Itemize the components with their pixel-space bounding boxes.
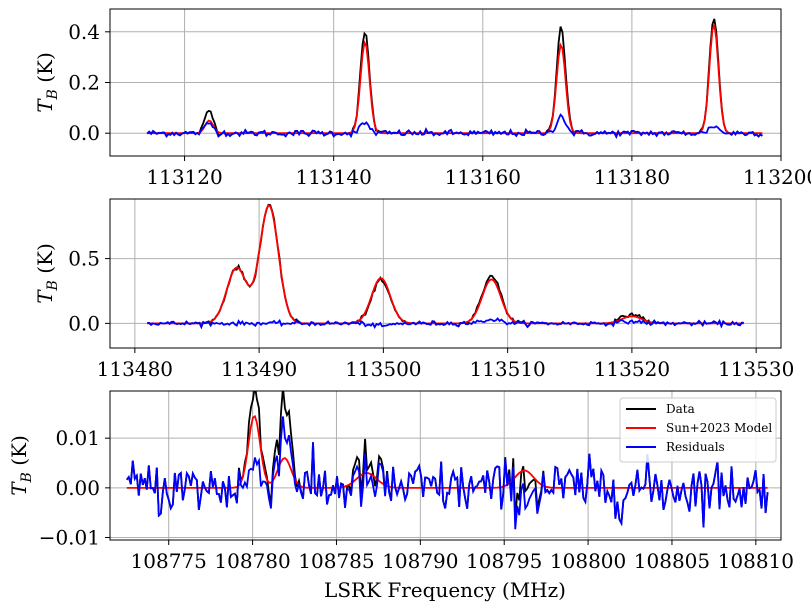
x-tick-label: 113500 — [345, 357, 421, 381]
middle-panel: 113480 113490 113500 113510 113520 113530 0.0 0… — [33, 198, 794, 381]
x-tick-label: 113490 — [221, 357, 297, 381]
x-tick-label: 108780 — [214, 549, 290, 573]
x-tick-label: 108805 — [634, 549, 710, 573]
y-tick-label: −0.01 — [39, 526, 100, 550]
y-axis-label: TB (K) — [33, 243, 61, 304]
legend-label-data: Data — [666, 402, 695, 416]
y-tick-label: 0.00 — [55, 476, 100, 500]
x-tick-label: 113510 — [469, 357, 545, 381]
y-tick-label: 0.4 — [68, 20, 100, 44]
x-tick-label: 108790 — [382, 549, 458, 573]
x-tick-label: 108810 — [718, 549, 794, 573]
y-tick-label: 0.5 — [68, 247, 100, 271]
axes-frame — [109, 390, 782, 541]
legend-box — [619, 397, 777, 463]
x-tick-label: 113520 — [594, 357, 670, 381]
y-axis-label: TB (K) — [7, 435, 35, 496]
y-tick-label: 0.2 — [68, 71, 100, 95]
x-tick-label: 113140 — [295, 165, 371, 189]
y-tick-label: 0.0 — [68, 121, 100, 145]
x-tick-label: 108785 — [298, 549, 374, 573]
x-tick-label: 113160 — [445, 165, 521, 189]
axes-frame — [109, 198, 782, 349]
x-tick-label: 108775 — [131, 549, 207, 573]
x-tick-label: 113120 — [146, 165, 222, 189]
legend: Data Sun+2023 Model Residuals — [619, 397, 777, 463]
y-tick-label: 0.01 — [55, 426, 100, 450]
y-tick-label: 0.0 — [68, 311, 100, 335]
x-tick-label: 113180 — [594, 165, 670, 189]
x-axis-label: LSRK Frequency (MHz) — [324, 578, 566, 602]
model-series-line — [147, 204, 744, 325]
legend-label-model: Sun+2023 Model — [666, 421, 772, 435]
y-axis-label: TB (K) — [33, 52, 61, 113]
x-tick-label: 108795 — [466, 549, 542, 573]
legend-label-residuals: Residuals — [666, 440, 725, 454]
residuals-series-line — [126, 416, 769, 530]
residuals-series-line — [146, 113, 763, 139]
model-series-line — [147, 24, 763, 135]
x-tick-label: 113480 — [97, 357, 173, 381]
data-series-line — [147, 203, 744, 330]
residuals-series-line — [147, 317, 744, 330]
data-series-line — [146, 18, 763, 139]
x-tick-label: 113530 — [718, 357, 794, 381]
bottom-panel: 108775 108780 108785 108790 108795 108800 1088… — [7, 390, 794, 573]
x-tick-label: 108800 — [550, 549, 626, 573]
